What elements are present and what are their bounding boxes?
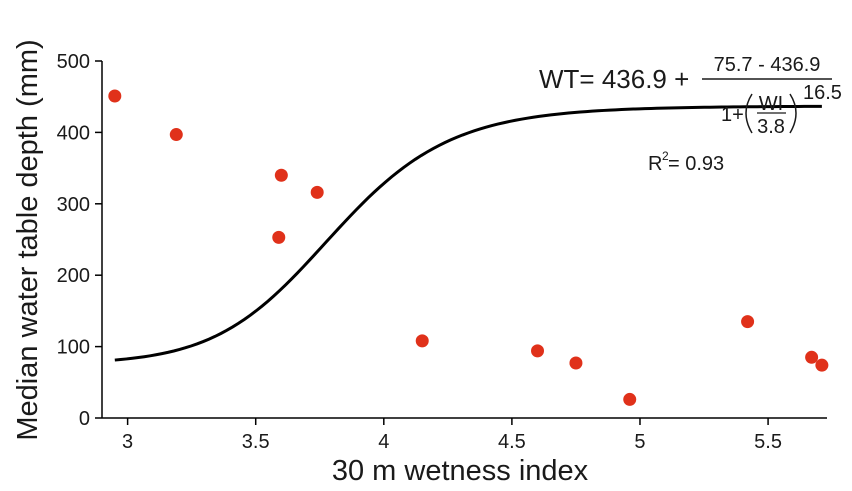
y-tick-label: 0 <box>79 408 90 430</box>
data-point <box>415 334 429 348</box>
data-point <box>108 89 122 103</box>
fit-curve <box>114 104 822 362</box>
left-paren <box>745 93 753 134</box>
data-point <box>815 358 829 372</box>
x-tick-label: 4.5 <box>498 431 526 453</box>
data-point <box>169 128 183 142</box>
equation-numerator: 75.7 - 436.9 <box>714 54 821 76</box>
r-squared-value: = 0.93 <box>668 153 724 175</box>
data-point <box>272 230 286 244</box>
r-squared-superscript: 2 <box>662 149 669 163</box>
y-tick-label: 200 <box>57 265 90 287</box>
right-paren <box>789 93 797 134</box>
y-axis-title: Median water table depth (mm) <box>12 39 44 440</box>
axis-ticks: 3 3.5 4 4.5 5 5.5 0 100 200 300 400 500 <box>57 51 782 453</box>
data-point <box>531 344 545 358</box>
x-tick-label: 3 <box>122 431 133 453</box>
y-tick-label: 500 <box>57 51 90 73</box>
equation-annotation: WT= 436.9 + 75.7 - 436.9 1+ WI 3.8 16.5 <box>539 54 842 138</box>
equation-inner-numerator: WI <box>759 93 783 115</box>
r-squared-label: R <box>648 153 662 175</box>
x-axis-title: 30 m wetness index <box>332 455 589 487</box>
x-tick-label: 5.5 <box>754 431 782 453</box>
y-tick-label: 100 <box>57 337 90 359</box>
data-point <box>623 392 637 406</box>
data-point <box>741 315 755 329</box>
equation-exponent: 16.5 <box>803 82 842 104</box>
x-tick-label: 3.5 <box>242 431 270 453</box>
equation-inner-denominator: 3.8 <box>757 116 785 138</box>
equation-den-prefix: 1+ <box>721 104 744 126</box>
y-tick-label: 300 <box>57 194 90 216</box>
y-tick-label: 400 <box>57 122 90 144</box>
data-point <box>310 185 324 199</box>
data-point <box>569 356 583 370</box>
x-tick-label: 5 <box>634 431 645 453</box>
data-points <box>108 89 829 406</box>
x-tick-label: 4 <box>378 431 389 453</box>
data-point <box>805 350 819 364</box>
data-point <box>274 168 288 182</box>
equation-lhs: WT= 436.9 + <box>539 64 689 94</box>
r-squared-annotation: R 2 = 0.93 <box>648 149 724 175</box>
